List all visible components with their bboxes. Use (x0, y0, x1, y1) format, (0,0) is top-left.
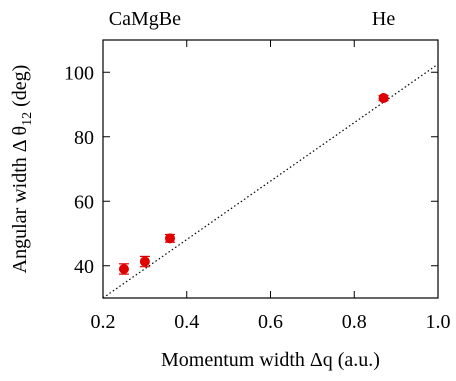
y-axis-label-main: Angular width Δ θ (9, 126, 31, 273)
x-ticks: 0.2 0.4 0.6 0.8 1.0 (91, 40, 451, 333)
x-axis-label: Momentum width Δq (a.u.) (161, 349, 380, 371)
y-axis-label: Angular width Δ θ12 (deg) (9, 65, 35, 274)
x-tick-label: 0.6 (258, 311, 283, 333)
data-point (118, 263, 129, 274)
x-tick-label: 0.8 (342, 311, 367, 333)
y-tick-label: 80 (74, 127, 94, 149)
fit-line (102, 63, 439, 299)
x-tick-label: 0.2 (91, 311, 116, 333)
data-point (165, 233, 175, 244)
y-tick-label: 40 (74, 256, 94, 278)
data-point (139, 256, 150, 267)
top-label: CaMgBe (109, 8, 181, 30)
data-points (118, 93, 389, 275)
top-labels: CaMgBe He (109, 8, 396, 30)
y-ticks: 40 60 80 100 (64, 62, 438, 278)
x-tick-label: 0.4 (174, 311, 199, 333)
top-label: He (372, 8, 395, 30)
x-tick-label: 1.0 (426, 311, 451, 333)
y-tick-label: 100 (64, 62, 94, 84)
fit-line-group (102, 63, 439, 299)
y-axis-label-unit: (deg) (9, 65, 31, 112)
y-tick-label: 60 (74, 191, 94, 213)
y-axis-label-subscript: 12 (20, 112, 35, 126)
data-point (378, 93, 389, 104)
plot-frame (102, 39, 439, 299)
